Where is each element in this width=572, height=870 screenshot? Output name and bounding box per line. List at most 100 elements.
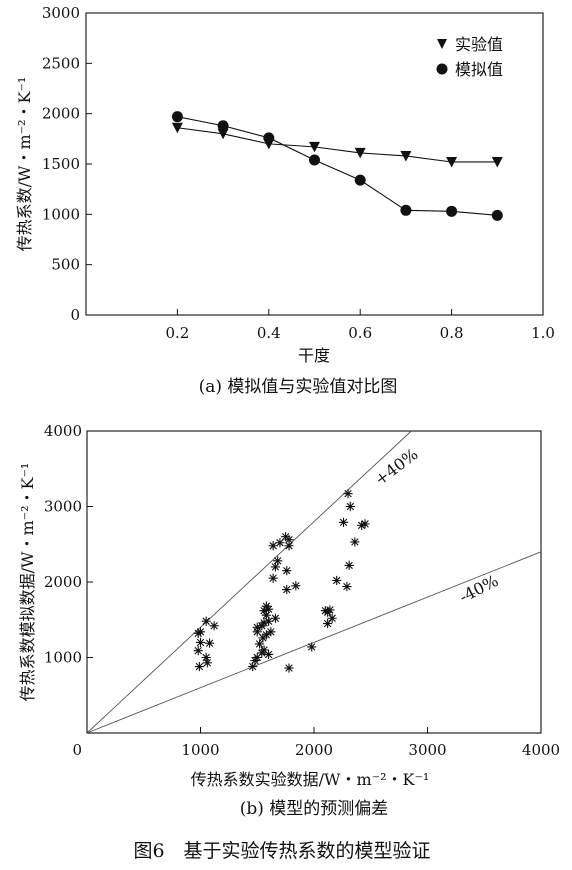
chart-b-x-label: 传热系数实验数据/W・m⁻²・K⁻¹ — [191, 770, 430, 789]
scatter-point — [202, 658, 212, 668]
y-tick-label: 4000 — [44, 422, 82, 440]
chart-a-series — [171, 111, 503, 221]
experimental-point — [446, 156, 458, 168]
scatter-point — [281, 532, 291, 542]
scatter-point — [344, 560, 354, 570]
scatter-point — [204, 638, 215, 648]
chart-a-x-axis: 0.2 0.4 0.6 0.8 1.0 — [165, 309, 555, 342]
scatter-point — [282, 566, 292, 576]
scatter-point — [195, 637, 206, 647]
scatter-point — [270, 562, 281, 572]
scatter-point — [350, 537, 360, 547]
scatter-point — [284, 663, 294, 673]
scatter-point — [270, 613, 281, 623]
scatter-point — [332, 575, 342, 586]
scatter-point — [259, 606, 269, 616]
scatter-point — [307, 642, 317, 652]
ref-line-plus40 — [86, 430, 412, 734]
chart-a: 0 500 1000 1500 2000 2500 3000 0.2 0.4 0.6 0.8 1.0… — [15, 4, 555, 397]
scatter-point — [325, 605, 335, 615]
scatter-point — [268, 573, 278, 583]
chart-b-y-label: 传热系数模拟数据/W・m⁻²・K⁻¹ — [18, 463, 37, 702]
y-tick-label: 2500 — [42, 54, 80, 72]
scatter-point — [259, 618, 269, 628]
x-tick-label: 3000 — [408, 741, 446, 759]
scatter-point — [201, 616, 211, 626]
chart-a-x-label: 干度 — [298, 346, 330, 365]
scatter-point — [248, 661, 258, 672]
y-tick-label: 2000 — [42, 105, 80, 123]
chart-b-y-axis: 1000 2000 3000 4000 — [44, 422, 93, 667]
scatter-point — [266, 627, 276, 637]
chart-b-reference-lines — [86, 430, 542, 734]
scatter-point — [275, 538, 285, 548]
scatter-point — [201, 652, 211, 663]
series-line-simulated — [177, 116, 498, 216]
scatter-point — [252, 652, 262, 663]
experimental-point — [491, 156, 503, 168]
scatter-point — [261, 630, 271, 640]
scatter-point — [282, 584, 292, 595]
chart-b-points — [193, 489, 370, 673]
x-tick-label: 0.6 — [348, 324, 372, 342]
figure-caption: 图6 基于实验传热系数的模型验证 — [133, 840, 430, 862]
series-line-experimental — [177, 127, 498, 163]
scatter-point — [259, 645, 269, 655]
x-tick-label: 0.2 — [165, 324, 189, 342]
chart-a-legend: 实验值 模拟值 — [436, 35, 503, 79]
scatter-point — [338, 517, 349, 527]
simulated-point — [263, 132, 275, 144]
scatter-point — [323, 618, 333, 629]
simulated-point — [446, 205, 458, 217]
scatter-point — [194, 661, 204, 672]
chart-a-y-label: 传热系数/W・m⁻²・K⁻¹ — [15, 77, 34, 252]
legend-triangle-marker — [437, 39, 447, 49]
y-tick-label: 3000 — [42, 4, 80, 22]
y-tick-label: 2000 — [44, 573, 82, 591]
scatter-point — [254, 639, 265, 649]
experimental-point — [354, 147, 366, 159]
simulated-point — [354, 174, 366, 186]
scatter-point — [357, 520, 367, 530]
experimental-point — [309, 141, 320, 153]
experimental-point — [400, 150, 412, 162]
simulated-point — [400, 204, 412, 216]
y-tick-label: 1000 — [44, 649, 82, 667]
simulated-point — [217, 120, 229, 132]
scatter-point — [261, 601, 271, 611]
y-tick-label: 1000 — [42, 205, 80, 223]
scatter-point — [261, 610, 271, 620]
scatter-point — [345, 501, 355, 512]
legend-circle-marker — [436, 63, 448, 75]
y-tick-label: 500 — [51, 256, 80, 274]
scatter-point — [273, 556, 283, 566]
chart-a-y-axis: 0 500 1000 1500 2000 2500 3000 — [42, 4, 92, 324]
scatter-point — [193, 646, 203, 656]
y-tick-label: 0 — [70, 306, 80, 324]
x-tick-label: 1000 — [181, 741, 219, 759]
x-tick-label: 0 — [72, 741, 82, 759]
scatter-point — [284, 541, 294, 551]
chart-b-caption: (b) 模型的预测偏差 — [240, 799, 389, 819]
x-tick-label: 4000 — [522, 741, 560, 759]
scatter-point — [327, 613, 337, 623]
experimental-point — [171, 122, 183, 134]
x-tick-label: 0.4 — [257, 324, 281, 342]
scatter-point — [291, 581, 301, 591]
ref-line-label-plus40: +40% — [371, 445, 422, 490]
x-tick-label: 2000 — [295, 741, 333, 759]
x-tick-label: 1.0 — [531, 324, 555, 342]
scatter-point — [342, 581, 352, 592]
simulated-point — [171, 111, 183, 123]
ref-line-minus40 — [86, 551, 542, 734]
scatter-point — [264, 616, 274, 626]
chart-a-caption: (a) 模拟值与实验值对比图 — [199, 377, 398, 397]
scatter-point — [264, 649, 274, 660]
chart-b-x-axis: 0 1000 2000 3000 4000 — [72, 727, 560, 759]
scatter-point — [209, 621, 219, 631]
legend-label-experimental: 实验值 — [455, 35, 503, 54]
scatter-point — [360, 519, 370, 529]
scatter-point — [252, 627, 262, 637]
